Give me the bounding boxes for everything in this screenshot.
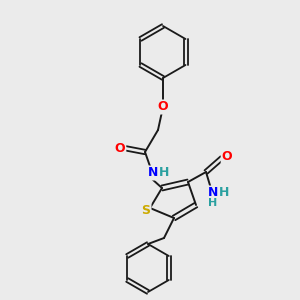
Text: N: N: [148, 167, 158, 179]
Text: O: O: [115, 142, 125, 154]
Text: O: O: [158, 100, 168, 113]
Text: N: N: [208, 187, 218, 200]
Text: H: H: [159, 167, 169, 179]
Text: O: O: [222, 151, 232, 164]
Text: H: H: [208, 198, 217, 208]
Text: S: S: [142, 203, 151, 217]
Text: H: H: [219, 187, 229, 200]
